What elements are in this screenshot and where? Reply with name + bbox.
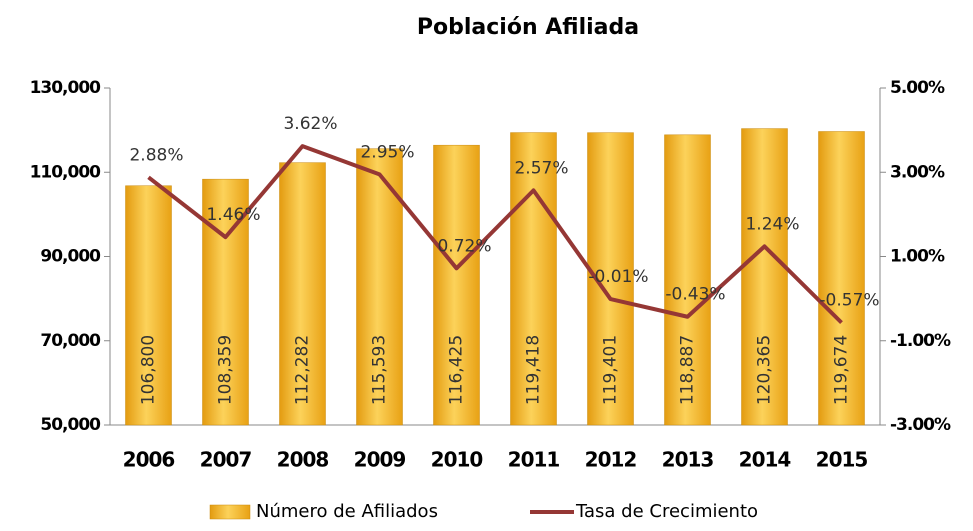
bar-value-label: 112,282 xyxy=(293,335,313,405)
bar-value-label: 119,418 xyxy=(524,335,544,405)
bar-value-label: 116,425 xyxy=(447,335,467,405)
x-tick-label: 2011 xyxy=(508,448,560,472)
y-tick-label: 70,000 xyxy=(40,331,101,351)
x-tick-label: 2006 xyxy=(123,448,175,472)
x-tick-label: 2013 xyxy=(662,448,714,472)
y2-tick-label: 3.00% xyxy=(890,162,945,182)
line-value-label: 0.72% xyxy=(437,236,491,256)
y2-tick-label: -3.00% xyxy=(890,415,951,435)
bar xyxy=(741,128,788,426)
x-tick-label: 2008 xyxy=(277,448,329,472)
line xyxy=(147,144,843,325)
legend-label: Número de Afiliados xyxy=(256,501,438,522)
line-value-label: -0.01% xyxy=(588,267,648,287)
legend-swatch xyxy=(209,504,251,520)
y-tick-label: 110,000 xyxy=(30,162,102,182)
line-value-label: 2.57% xyxy=(514,158,568,178)
y2-tick-label: 5.00% xyxy=(890,78,945,98)
bar-value-label: 119,401 xyxy=(601,335,621,405)
line-value-label: 1.24% xyxy=(745,214,799,234)
bar-value-label: 120,365 xyxy=(755,335,775,405)
bar xyxy=(510,132,557,426)
bar-value-label: 115,593 xyxy=(370,335,390,405)
x-tick-label: 2007 xyxy=(200,448,252,472)
bar-value-label: 108,359 xyxy=(216,335,236,405)
x-tick-label: 2012 xyxy=(585,448,637,472)
bar-value-label: 106,800 xyxy=(139,335,159,405)
bar-value-label: 119,674 xyxy=(832,335,852,405)
legend-label: Tasa de Crecimiento xyxy=(575,501,758,522)
bar xyxy=(818,131,865,426)
x-tick-label: 2010 xyxy=(431,448,483,472)
bar xyxy=(664,134,711,426)
x-tick-label: 2014 xyxy=(739,448,791,472)
bar-value-label: 118,887 xyxy=(678,335,698,405)
bar xyxy=(433,144,480,426)
chart-title: Población Afiliada xyxy=(417,15,639,40)
bar xyxy=(279,162,326,426)
y2-tick-label: -1.00% xyxy=(890,331,951,351)
x-tick-label: 2015 xyxy=(816,448,868,472)
y-tick-label: 90,000 xyxy=(40,247,101,267)
line-value-label: -0.43% xyxy=(665,285,725,305)
y2-tick-label: 1.00% xyxy=(890,247,945,267)
y-tick-label: 50,000 xyxy=(40,415,101,435)
x-tick-label: 2009 xyxy=(354,448,406,472)
line-value-label: 1.46% xyxy=(206,205,260,225)
line-value-label: 2.95% xyxy=(360,142,414,162)
line-value-label: 2.88% xyxy=(129,145,183,165)
y-tick-label: 130,000 xyxy=(30,78,102,98)
bar xyxy=(125,185,172,426)
line-value-label: -0.57% xyxy=(819,291,879,311)
line-value-label: 3.62% xyxy=(283,114,337,134)
